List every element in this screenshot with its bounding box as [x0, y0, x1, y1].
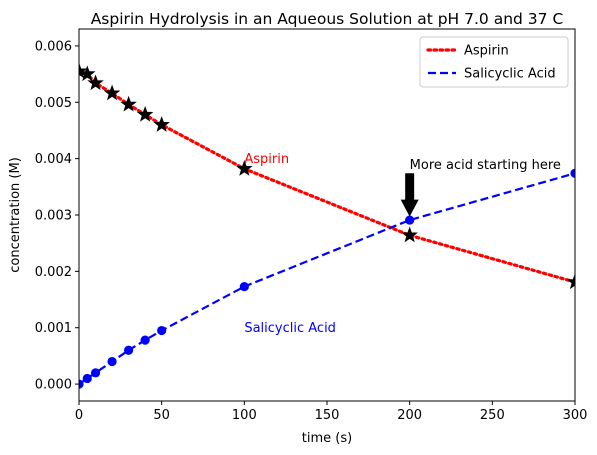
aspirin-point: [87, 74, 104, 91]
y-tick-label: 0.003: [35, 209, 72, 224]
aspirin-point: [79, 65, 96, 82]
aspirin-point: [236, 160, 253, 176]
salicyclic-acid-point: [107, 356, 117, 367]
x-tick-label: 200: [397, 408, 422, 423]
y-tick-label: 0.000: [35, 378, 72, 393]
y-tick-label: 0.002: [35, 265, 72, 280]
x-tick-label: 0: [75, 408, 83, 423]
salicyclic-acid-point: [570, 168, 575, 178]
aspirin-series-line: [79, 69, 575, 284]
legend: Aspirin Salicyclic Acid: [419, 36, 569, 88]
annotation-text: More acid starting here: [410, 158, 561, 173]
aspirin-point: [136, 106, 154, 122]
aspirin-point: [401, 226, 418, 243]
annotation-arrow: [400, 173, 419, 217]
salicyclic-acid-point: [140, 335, 150, 345]
aspirin-point: [566, 273, 575, 290]
salicyclic-acid-point: [124, 345, 134, 355]
legend-label-aspirin: Aspirin: [464, 44, 509, 59]
legend-box: [419, 36, 569, 88]
y-tick-label: 0.004: [35, 152, 72, 167]
y-axis-label: concentration (M): [8, 157, 23, 273]
salicyclic-acid-point: [239, 281, 249, 292]
plot-frame: [78, 28, 576, 402]
legend-label-salicyclic-acid: Salicyclic Acid: [464, 67, 556, 82]
aspirin-point: [120, 95, 137, 112]
y-tick-label: 0.006: [35, 39, 72, 54]
annotation-text: Salicyclic Acid: [244, 321, 336, 336]
salicyclic-acid-point: [405, 215, 415, 225]
aspirin-point: [79, 62, 88, 79]
salicyclic-acid-series-line: [79, 172, 575, 385]
salicyclic-acid-point: [157, 325, 167, 336]
x-tick-label: 50: [153, 408, 170, 423]
annotation-text: Aspirin: [244, 152, 289, 167]
x-tick-label: 100: [232, 408, 257, 423]
chart-title: Aspirin Hydrolysis in an Aqueous Solutio…: [91, 10, 564, 28]
x-tick-label: 150: [315, 408, 340, 423]
x-tick-label: 300: [563, 408, 588, 423]
salicyclic-acid-point: [79, 379, 84, 389]
aspirin-point: [103, 84, 121, 101]
salicyclic-acid-point: [90, 368, 101, 378]
y-tick-label: 0.001: [35, 321, 72, 336]
y-tick-label: 0.005: [35, 96, 72, 111]
aspirin-point: [153, 116, 170, 132]
x-axis-label: time (s): [302, 431, 352, 446]
x-tick-label: 250: [480, 408, 505, 423]
salicyclic-acid-point: [82, 373, 92, 384]
